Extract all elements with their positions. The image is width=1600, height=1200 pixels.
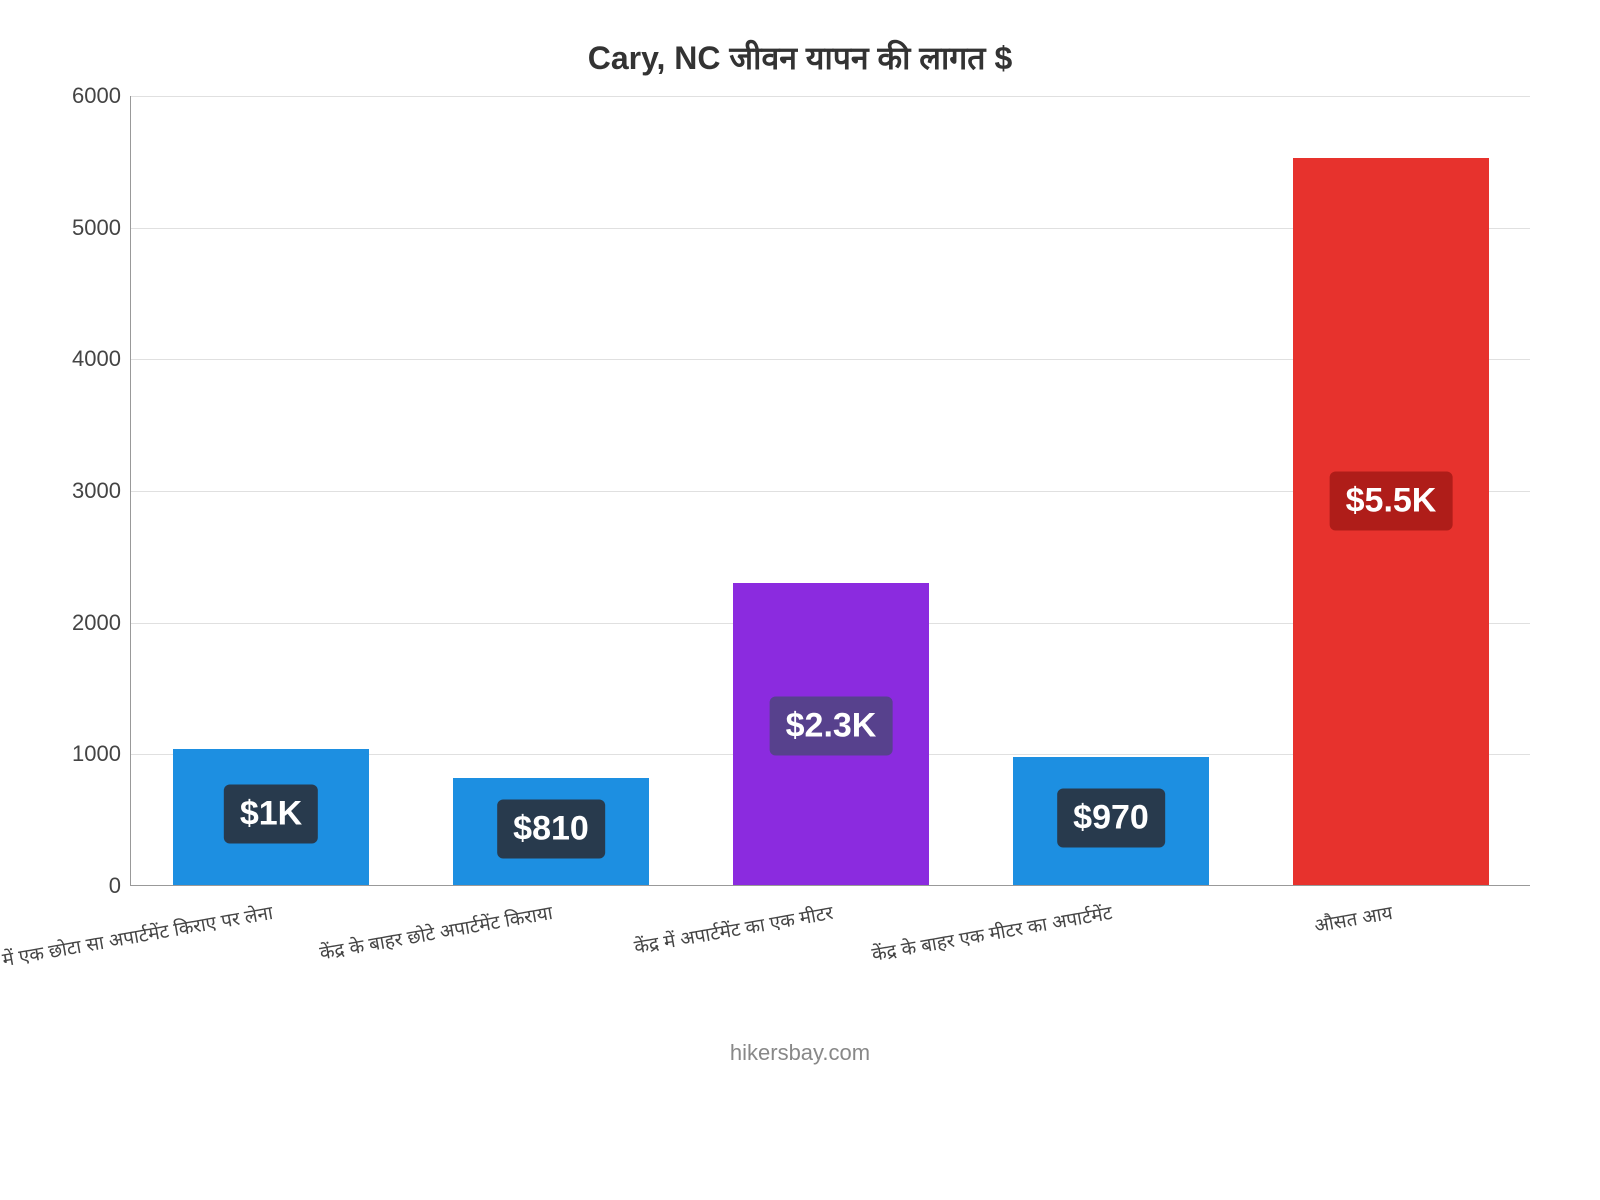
y-tick-label: 5000 xyxy=(72,215,131,241)
x-tick-label: केंद्र के बाहर छोटे अपार्टमेंट किराया xyxy=(318,899,555,966)
chart-stage: Cary, NC जीवन यापन की लागत $ 01000200030… xyxy=(0,0,1600,1200)
y-tick-label: 2000 xyxy=(72,610,131,636)
y-tick-label: 0 xyxy=(109,873,131,899)
bar-value-label: $970 xyxy=(1057,788,1165,847)
bar-value-label: $5.5K xyxy=(1330,471,1453,530)
bar-value-label: $2.3K xyxy=(770,697,893,756)
x-tick-label: केंद्र में अपार्टमेंट का एक मीटर xyxy=(632,899,835,960)
y-tick-label: 3000 xyxy=(72,478,131,504)
bar-value-label: $1K xyxy=(224,785,318,844)
chart-title: Cary, NC जीवन यापन की लागत $ xyxy=(0,36,1600,79)
y-tick-label: 4000 xyxy=(72,346,131,372)
x-tick-label: केंद्र में एक छोटा सा अपार्टमेंट किराए प… xyxy=(0,899,275,977)
bar-value-label: $810 xyxy=(497,800,605,859)
y-tick-label: 1000 xyxy=(72,741,131,767)
attribution-text: hikersbay.com xyxy=(0,1040,1600,1066)
gridline xyxy=(131,96,1530,97)
x-tick-label: औसत आय xyxy=(1312,899,1394,938)
y-tick-label: 6000 xyxy=(72,83,131,109)
x-tick-label: केंद्र के बाहर एक मीटर का अपार्टमेंट xyxy=(870,899,1114,967)
plot-area: 0100020003000400050006000$1Kकेंद्र में ए… xyxy=(130,96,1530,886)
